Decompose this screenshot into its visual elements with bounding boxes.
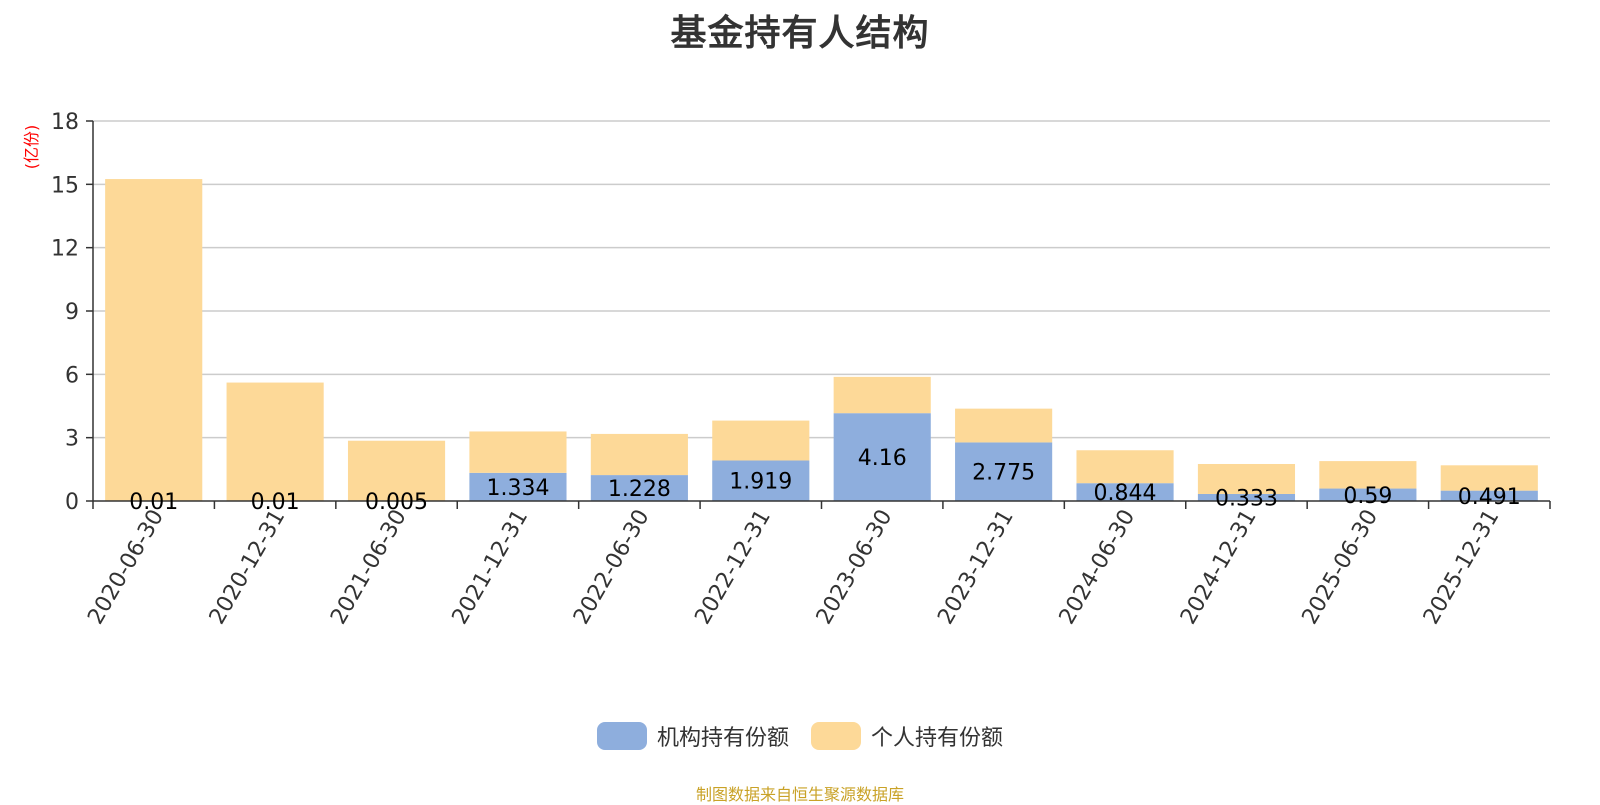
data-label-institutional: 0.844 bbox=[1094, 481, 1157, 506]
data-label-institutional: 1.334 bbox=[486, 476, 549, 501]
data-label-institutional: 0.333 bbox=[1215, 486, 1278, 511]
legend-label-individual: 个人持有份额 bbox=[871, 720, 1003, 752]
data-label-institutional: 0.01 bbox=[129, 490, 178, 515]
y-tick-label: 6 bbox=[65, 363, 79, 388]
x-tick-label: 2024-12-31 bbox=[1176, 506, 1262, 629]
y-tick-label: 12 bbox=[51, 237, 79, 262]
legend-label-institutional: 机构持有份额 bbox=[657, 720, 789, 752]
data-label-institutional: 1.919 bbox=[729, 470, 792, 495]
data-label-institutional: 0.01 bbox=[251, 490, 300, 515]
data-labels: 0.01 0.01 0.005 1.334 1.228 1.919 4.16 2.775 0.8… bbox=[129, 446, 1521, 515]
bar-individual bbox=[591, 434, 688, 475]
legend-swatch-individual bbox=[811, 722, 861, 750]
x-tick-label: 2023-06-30 bbox=[812, 506, 898, 629]
axes: 0 3 6 9 12 15 18 2020-06-30 2020-12-31 2021-06-30… bbox=[51, 110, 1550, 629]
x-tick-label: 2025-12-31 bbox=[1419, 506, 1505, 629]
x-tick-label: 2025-06-30 bbox=[1297, 506, 1383, 629]
bar-individual bbox=[1076, 450, 1173, 483]
y-tick-label: 3 bbox=[65, 427, 79, 452]
legend: 机构持有份额 个人持有份额 bbox=[0, 720, 1600, 752]
bar-individual bbox=[105, 179, 202, 501]
x-tick-label: 2021-12-31 bbox=[448, 506, 534, 629]
data-label-institutional: 4.16 bbox=[858, 446, 907, 471]
legend-item-individual[interactable]: 个人持有份额 bbox=[811, 720, 1003, 752]
y-tick-label: 9 bbox=[65, 300, 79, 325]
x-tick-label: 2020-06-30 bbox=[83, 506, 169, 629]
bar-individual bbox=[469, 431, 566, 472]
y-tick-label: 0 bbox=[65, 490, 79, 515]
bar-individual bbox=[955, 409, 1052, 443]
legend-swatch-institutional bbox=[597, 722, 647, 750]
bars bbox=[105, 179, 1538, 501]
bar-individual bbox=[227, 383, 324, 501]
x-tick-label: 2021-06-30 bbox=[326, 505, 412, 628]
x-tick-label: 2020-12-31 bbox=[205, 506, 291, 629]
data-label-institutional: 0.59 bbox=[1343, 484, 1392, 509]
y-axis-unit-label: (亿份) bbox=[22, 125, 41, 170]
y-tick-label: 15 bbox=[51, 173, 79, 198]
x-tick-label: 2022-12-31 bbox=[690, 506, 776, 629]
data-label-institutional: 1.228 bbox=[608, 477, 671, 502]
legend-item-institutional[interactable]: 机构持有份额 bbox=[597, 720, 789, 752]
data-label-institutional: 0.005 bbox=[365, 490, 428, 515]
x-tick-label: 2022-06-30 bbox=[569, 506, 655, 629]
bar-individual bbox=[712, 421, 809, 461]
bar-individual bbox=[834, 377, 931, 413]
y-tick-label: 18 bbox=[51, 110, 79, 135]
data-label-institutional: 2.775 bbox=[972, 461, 1035, 486]
source-note: 制图数据来自恒生聚源数据库 bbox=[0, 781, 1600, 805]
x-tick-label: 2023-12-31 bbox=[933, 506, 1019, 629]
x-tick-label: 2024-06-30 bbox=[1055, 506, 1141, 629]
data-label-institutional: 0.491 bbox=[1458, 485, 1521, 510]
